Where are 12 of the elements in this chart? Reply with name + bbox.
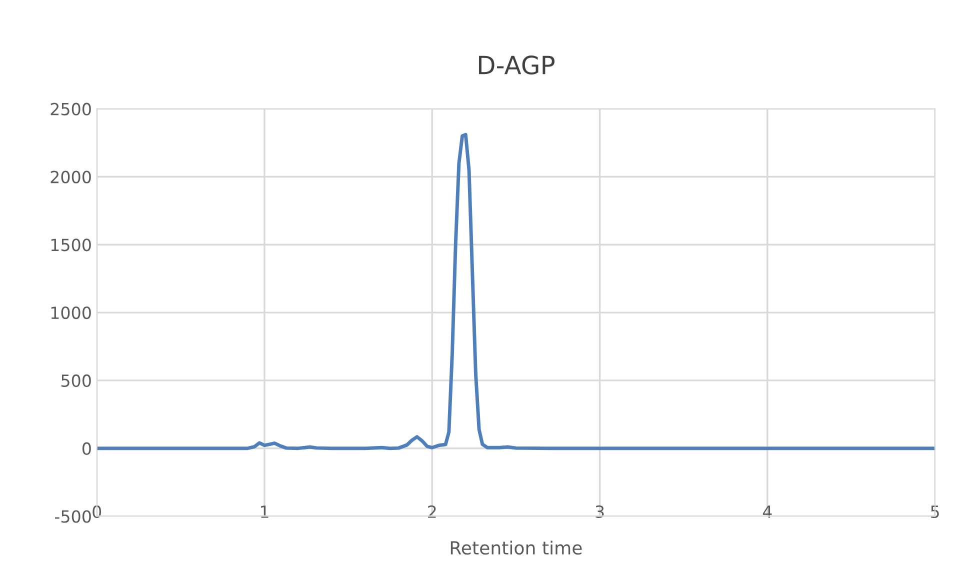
y-tick-label: 2000	[50, 170, 91, 184]
line-series	[96, 132, 936, 450]
x-tick-label: 1	[261, 506, 268, 518]
x-tick-label: 4	[762, 506, 772, 518]
y-tick-label: 500	[61, 374, 91, 388]
y-tick-label: 1000	[51, 306, 91, 320]
y-tick-label: 0	[82, 442, 91, 455]
y-tick-label: -500	[54, 510, 91, 523]
y-tick-label: 1500	[51, 238, 91, 252]
x-axis-title: Retention time	[450, 540, 582, 555]
y-tick-label: 2500	[50, 102, 91, 116]
chart-title: D-AGP	[478, 56, 555, 74]
